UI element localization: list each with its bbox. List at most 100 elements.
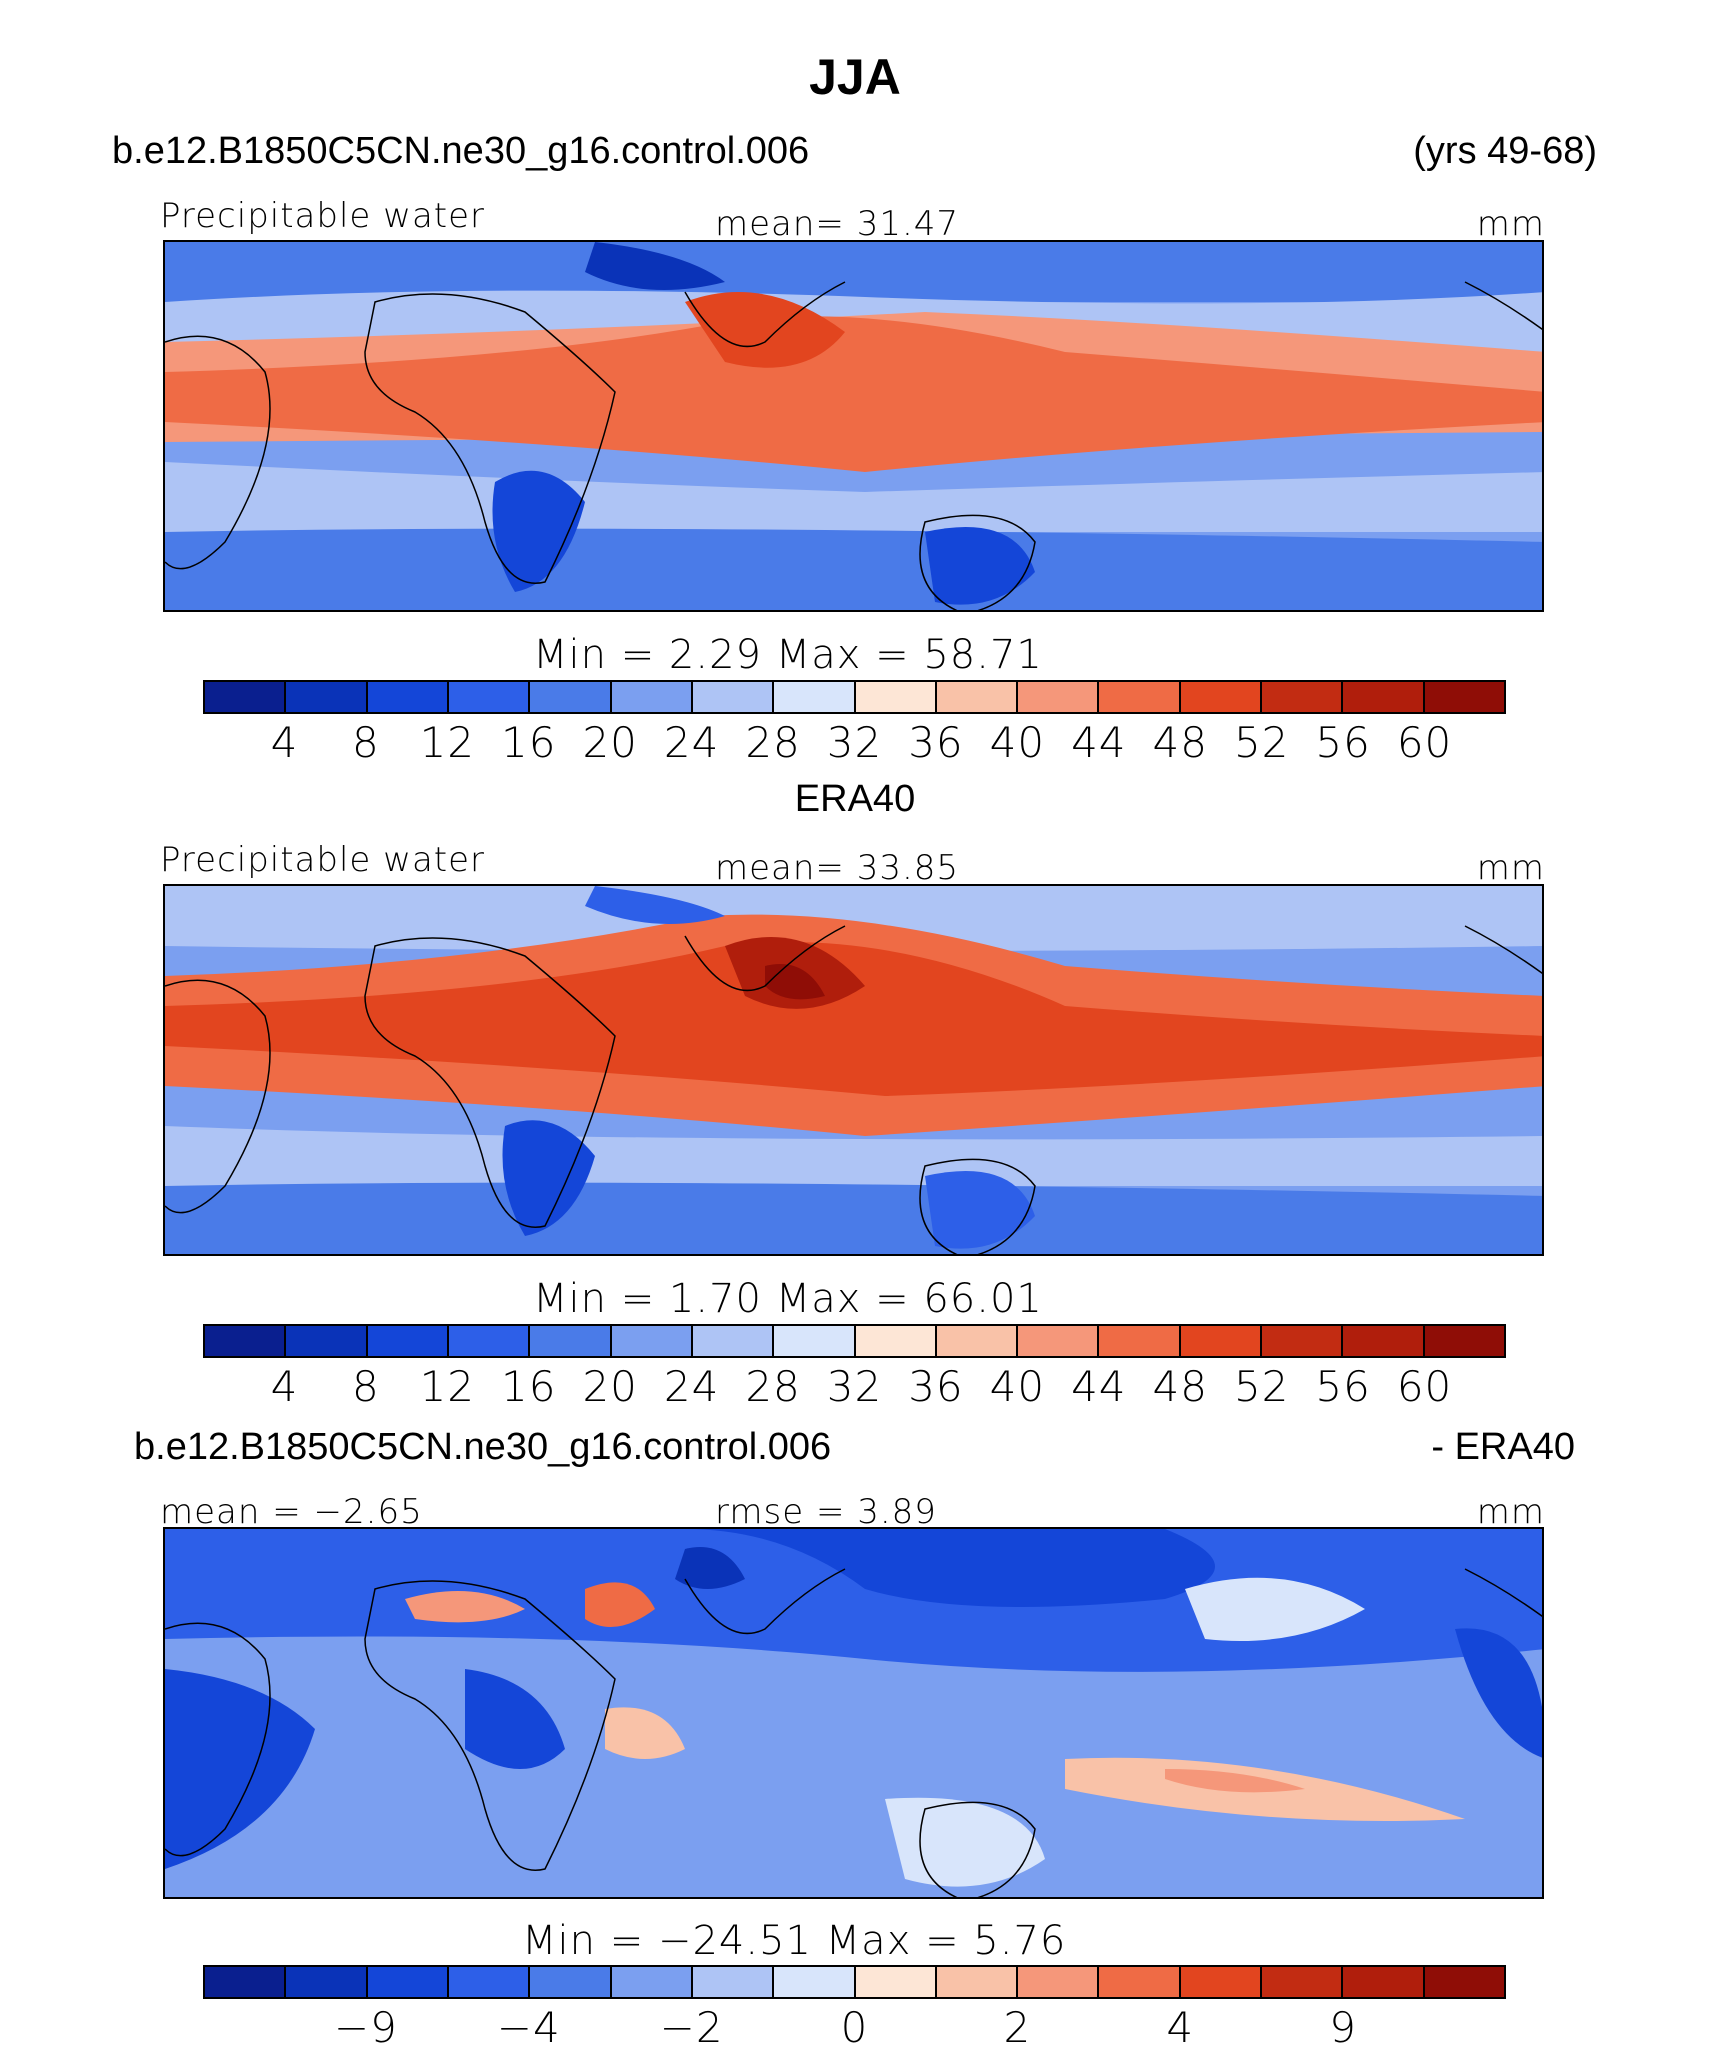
colorbar-swatch: [205, 682, 287, 712]
colorbar-tick-label: −9: [333, 2003, 398, 2052]
colorbar-tick-label: 44: [1071, 1362, 1127, 1411]
colorbar-swatch: [855, 1967, 937, 1997]
panel2-case-name: ERA40: [794, 778, 916, 820]
panel1-case-name: b.e12.B1850C5CN.ne30_g16.control.006: [112, 130, 810, 172]
colorbar-tick-label: 12: [419, 718, 476, 767]
panel3-min-max: Min = −24.51 Max = 5.76: [522, 1918, 1067, 1964]
colorbar-swatch: [1018, 682, 1100, 712]
colorbar-tick-label: 40: [989, 1362, 1046, 1411]
colorbar-swatch: [286, 1326, 368, 1356]
panel3-units: mm: [1476, 1492, 1545, 1532]
panel3-minus-label: - ERA40: [1431, 1426, 1575, 1468]
colorbar-swatch: [205, 1326, 287, 1356]
colorbar-swatch: [448, 682, 531, 712]
colorbar-swatch: [855, 682, 937, 712]
panel1-colorbar: [203, 680, 1506, 714]
colorbar-tick-label: 32: [826, 718, 883, 767]
colorbar-swatch: [1099, 1967, 1181, 1997]
colorbar-tick-label: 48: [1152, 1362, 1208, 1411]
colorbar-swatch: [1343, 1326, 1425, 1356]
panel2-mean-label: mean= 33.85: [715, 848, 960, 888]
colorbar-swatch: [1180, 1967, 1263, 1997]
colorbar-swatch: [774, 1967, 856, 1997]
colorbar-swatch: [1018, 1967, 1100, 1997]
panel1-colorbar-ticks: 4 8 12 16 20 24 28 32 36 40 44 48 52 56 60: [203, 718, 1506, 768]
colorbar-tick-label: 48: [1152, 718, 1208, 767]
colorbar-swatch: [1099, 1326, 1181, 1356]
colorbar-swatch: [692, 682, 775, 712]
panel1-variable-label: Precipitable water: [160, 196, 486, 236]
colorbar-swatch: [286, 1967, 368, 1997]
colorbar-tick-label: 60: [1396, 1362, 1453, 1411]
colorbar-swatch: [367, 1967, 449, 1997]
colorbar-swatch: [1099, 682, 1181, 712]
colorbar-tick-label: 16: [501, 718, 557, 767]
colorbar-swatch: [692, 1967, 775, 1997]
colorbar-swatch: [448, 1326, 531, 1356]
panel2-map: [163, 884, 1544, 1256]
panel3-case-name: b.e12.B1850C5CN.ne30_g16.control.006: [134, 1426, 832, 1468]
colorbar-swatch: [1262, 682, 1344, 712]
colorbar-swatch: [530, 1326, 612, 1356]
colorbar-swatch: [1343, 1967, 1425, 1997]
colorbar-swatch: [1180, 1326, 1263, 1356]
panel1-years: (yrs 49-68): [1413, 130, 1597, 172]
figure-title: JJA: [809, 49, 901, 105]
panel3-map: [163, 1527, 1544, 1899]
colorbar-swatch: [774, 1326, 856, 1356]
colorbar-swatch: [692, 1326, 775, 1356]
colorbar-swatch: [1424, 682, 1504, 712]
colorbar-tick-label: −4: [496, 2003, 561, 2052]
colorbar-swatch: [936, 1326, 1019, 1356]
colorbar-swatch: [936, 682, 1019, 712]
colorbar-swatch: [1424, 1326, 1504, 1356]
colorbar-tick-label: 2: [1003, 2003, 1032, 2052]
panel3-colorbar: [203, 1965, 1506, 1999]
panel2-field: [165, 886, 1542, 1254]
colorbar-tick-label: 24: [663, 1362, 720, 1411]
panel1-map: [163, 240, 1544, 612]
colorbar-tick-label: 20: [582, 718, 638, 767]
colorbar-tick-label: 44: [1071, 718, 1127, 767]
colorbar-swatch: [1262, 1326, 1344, 1356]
colorbar-tick-label: 56: [1315, 718, 1371, 767]
colorbar-tick-label: 9: [1329, 2003, 1357, 2052]
colorbar-tick-label: 8: [352, 1362, 380, 1411]
colorbar-tick-label: 24: [663, 718, 720, 767]
panel1-min-max: Min = 2.29 Max = 58.71: [533, 632, 1043, 678]
colorbar-swatch: [1424, 1967, 1504, 1997]
colorbar-swatch: [530, 1967, 612, 1997]
colorbar-tick-label: 4: [270, 718, 299, 767]
colorbar-swatch: [936, 1967, 1019, 1997]
panel1-units: mm: [1476, 204, 1545, 244]
colorbar-tick-label: 20: [582, 1362, 638, 1411]
colorbar-tick-label: 40: [989, 718, 1046, 767]
colorbar-swatch: [1262, 1967, 1344, 1997]
colorbar-tick-label: 36: [908, 718, 964, 767]
panel1-mean-label: mean= 31.47: [715, 204, 960, 244]
colorbar-tick-label: 36: [908, 1362, 964, 1411]
colorbar-tick-label: 0: [840, 2003, 869, 2052]
colorbar-swatch: [611, 682, 693, 712]
colorbar-swatch: [1018, 1326, 1100, 1356]
panel1-field: [165, 242, 1542, 610]
colorbar-tick-label: 8: [352, 718, 380, 767]
colorbar-tick-label: 52: [1233, 718, 1290, 767]
panel2-variable-label: Precipitable water: [160, 840, 486, 880]
colorbar-swatch: [611, 1326, 693, 1356]
colorbar-tick-label: 28: [745, 1362, 801, 1411]
panel2-colorbar: [203, 1324, 1506, 1358]
panel2-colorbar-ticks: 4 8 12 16 20 24 28 32 36 40 44 48 52 56 60: [203, 1362, 1506, 1412]
colorbar-tick-label: 4: [1166, 2003, 1195, 2052]
colorbar-swatch: [1343, 682, 1425, 712]
colorbar-swatch: [855, 1326, 937, 1356]
colorbar-swatch: [1180, 682, 1263, 712]
panel2-min-max: Min = 1.70 Max = 66.01: [533, 1276, 1043, 1322]
colorbar-tick-label: −2: [659, 2003, 724, 2052]
colorbar-tick-label: 28: [745, 718, 801, 767]
panel3-field: [165, 1529, 1542, 1897]
colorbar-tick-label: 4: [270, 1362, 299, 1411]
colorbar-swatch: [367, 1326, 449, 1356]
panel3-rmse-label: rmse = 3.89: [715, 1492, 937, 1532]
colorbar-tick-label: 16: [501, 1362, 557, 1411]
